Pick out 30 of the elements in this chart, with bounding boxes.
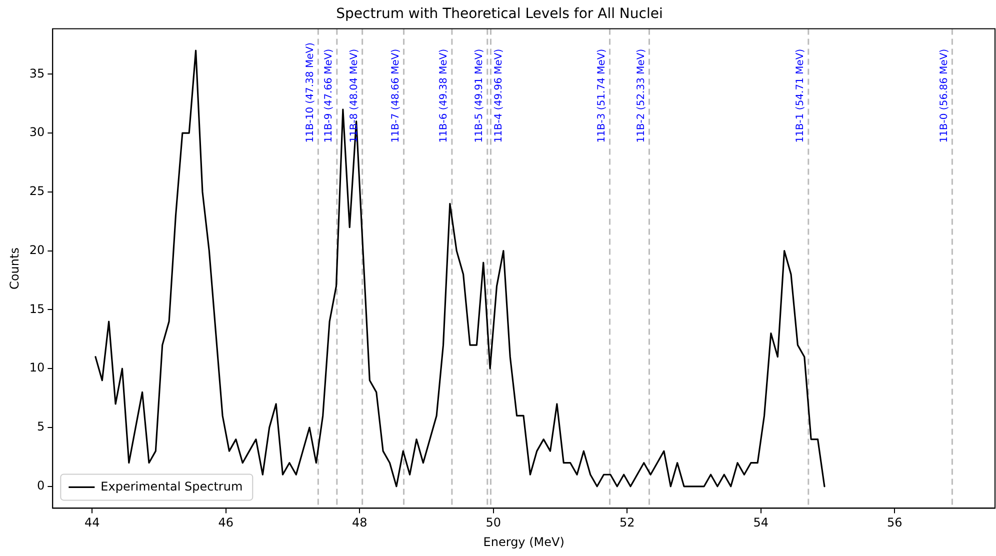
x-tick-label: 56 — [887, 516, 902, 530]
x-tick-label: 52 — [620, 516, 635, 530]
y-tick-label: 5 — [37, 420, 45, 434]
y-tick-label: 20 — [29, 242, 45, 257]
ref-line-label: 11B-5 (49.91 MeV) — [474, 48, 485, 143]
x-axis-title: Energy (MeV) — [483, 534, 564, 549]
ref-line-label: 11B-7 (48.66 MeV) — [390, 48, 402, 143]
x-tick-label: 50 — [486, 516, 502, 530]
ref-line-label: 11B-4 (49.96 MeV) — [493, 48, 504, 143]
ref-line-label: 11B-0 (56.86 MeV) — [938, 48, 950, 143]
y-tick-label: 30 — [29, 125, 45, 140]
ref-line-label: 11B-1 (54.71 MeV) — [795, 48, 806, 143]
ref-line-label: 11B-9 (47.66 MeV) — [324, 48, 334, 143]
ref-line-label: 11B-6 (49.38 MeV) — [438, 48, 450, 143]
y-tick-label: 25 — [29, 184, 45, 198]
x-tick-label: 48 — [352, 516, 368, 530]
y-tick-label: 15 — [29, 302, 45, 316]
x-tick-label: 44 — [84, 516, 100, 530]
ref-line-label: 11B-10 (47.38 MeV) — [304, 42, 316, 143]
x-tick-label: 46 — [218, 516, 234, 530]
y-tick-label: 35 — [29, 66, 45, 80]
ref-line-label: 11B-3 (51.74 MeV) — [596, 48, 608, 143]
x-tick-label: 54 — [753, 516, 769, 530]
y-tick-label: 10 — [29, 360, 45, 375]
y-tick-label: 0 — [37, 478, 45, 493]
ref-line-label: 11B-2 (52.33 MeV) — [636, 48, 647, 143]
chart-title: Spectrum with Theoretical Levels for All Nuclei — [336, 6, 663, 22]
ref-line-label: 11B-8 (48.04 MeV) — [348, 48, 360, 143]
y-axis-title: Counts — [7, 248, 22, 290]
legend-label: Experimental Spectrum — [100, 479, 243, 494]
